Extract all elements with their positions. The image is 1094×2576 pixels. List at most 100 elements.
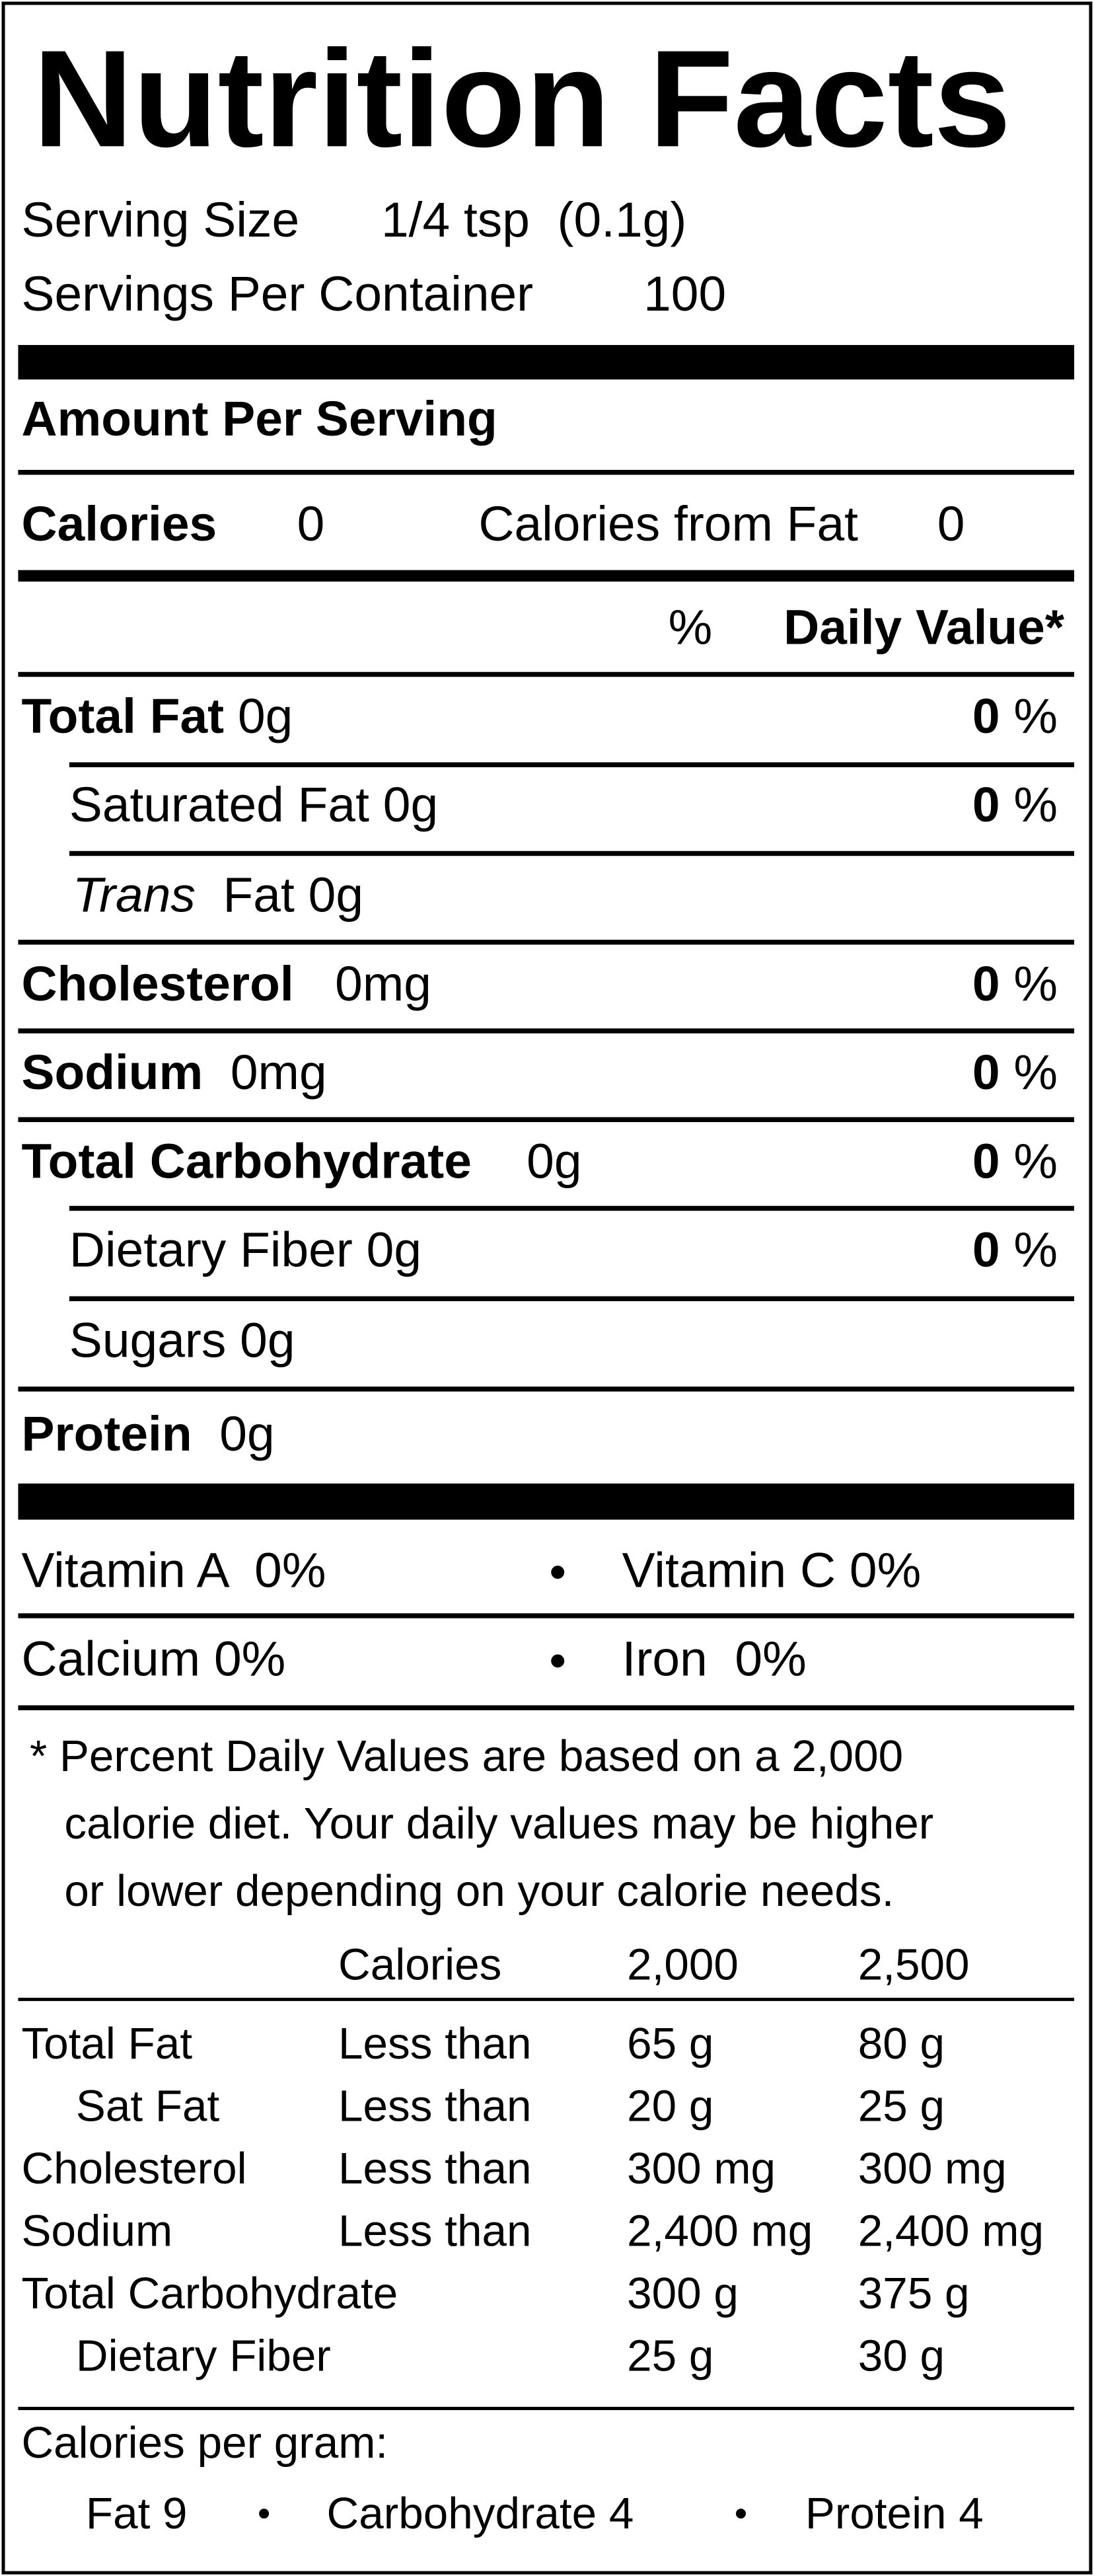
serving-size-value: 1/4 tsp (0.1g) xyxy=(381,194,687,248)
nutrient-row: Total Fat 0g xyxy=(21,685,293,751)
serving-size-label: Serving Size xyxy=(21,194,300,248)
ref-cell: 65 g xyxy=(627,2019,714,2068)
nutrient-amount: 0g xyxy=(366,1224,422,1279)
calories-per-gram-item: Protein 4 xyxy=(805,2489,984,2538)
bullet xyxy=(735,2509,746,2519)
ref-header: 2,500 xyxy=(857,1940,970,1990)
divider xyxy=(18,1613,1075,1618)
nutrient-row: Trans Fat 0g xyxy=(73,864,363,930)
vitamin-value: 0% xyxy=(849,1544,922,1599)
nutrient-row: Sugars 0g xyxy=(69,1309,295,1375)
ref-cell: 20 g xyxy=(627,2081,714,2131)
nutrient-dv: 0 % xyxy=(972,1219,1058,1285)
nutrient-amount: 0g xyxy=(383,778,439,833)
nutrient-name-italic: Trans xyxy=(72,869,196,924)
dv-value: 0 xyxy=(972,1224,1000,1279)
divider xyxy=(18,2406,1075,2410)
vitamin: Iron 0% xyxy=(622,1628,807,1694)
nutrient-row: Sodium 0mg xyxy=(21,1042,326,1107)
nutrient-amount: 0g xyxy=(308,869,364,924)
vitamin: Vitamin A 0% xyxy=(21,1539,326,1605)
nutrient-name: Fat xyxy=(223,869,295,924)
vitamin: Calcium 0% xyxy=(21,1628,285,1694)
ref-cell: 2,400 mg xyxy=(857,2206,1044,2256)
ref-cell: Less than xyxy=(338,2206,532,2256)
bullet xyxy=(551,1654,565,1668)
dv-value: 0 xyxy=(972,1135,1000,1190)
footnote-line: calorie diet. Your daily values may be h… xyxy=(64,1799,934,1848)
ref-cell: Sodium xyxy=(21,2206,173,2256)
calories-label: Calories xyxy=(21,498,217,552)
ref-cell: Cholesterol xyxy=(21,2144,247,2193)
ref-cell: 30 g xyxy=(857,2331,945,2381)
dv-unit: % xyxy=(1013,1224,1058,1279)
servings-value: 100 xyxy=(643,268,727,322)
ref-cell: Total Fat xyxy=(21,2019,193,2068)
ref-cell: 25 g xyxy=(857,2081,945,2131)
divider xyxy=(18,469,1075,475)
ref-cell: Sat Fat xyxy=(75,2081,220,2131)
nutrient-dv: 0 % xyxy=(972,1130,1058,1195)
nutrient-dv: 0 % xyxy=(972,953,1058,1018)
ref-cell: Less than xyxy=(338,2144,532,2193)
nutrient-dv: 0 % xyxy=(972,774,1058,839)
bullet xyxy=(551,1566,565,1579)
ref-cell: Total Carbohydrate xyxy=(21,2269,398,2318)
divider xyxy=(69,1296,1075,1301)
ref-cell: 375 g xyxy=(857,2269,970,2318)
nutrient-row: Cholesterol 0mg xyxy=(21,953,431,1018)
vitamin-value: 0% xyxy=(735,1633,807,1688)
ref-cell: 300 mg xyxy=(857,2144,1007,2193)
dv-unit: % xyxy=(1013,1046,1058,1101)
calories-per-gram-item: Carbohydrate 4 xyxy=(326,2489,634,2538)
dv-header: Daily Value* xyxy=(784,601,1065,656)
ref-cell: 300 g xyxy=(627,2269,739,2318)
nutrient-row: Dietary Fiber 0g xyxy=(69,1219,421,1285)
nutrient-name: Total Carbohydrate xyxy=(21,1135,472,1190)
nutrient-row: Total Carbohydrate 0g xyxy=(21,1130,581,1195)
calories-value: 0 xyxy=(297,498,325,552)
divider xyxy=(69,1205,1075,1211)
servings-label: Servings Per Container xyxy=(21,268,534,322)
ref-cell: 25 g xyxy=(627,2331,714,2381)
nutrient-amount: 0g xyxy=(240,1314,295,1369)
nutrient-name: Sugars xyxy=(69,1314,227,1369)
amount-per-serving: Amount Per Serving xyxy=(21,393,497,447)
dv-value: 0 xyxy=(972,1046,1000,1101)
ref-cell: 300 mg xyxy=(627,2144,776,2193)
vitamin-value: 0% xyxy=(213,1633,286,1688)
ref-cell: Less than xyxy=(338,2081,532,2131)
dv-value: 0 xyxy=(972,778,1000,833)
divider xyxy=(18,1705,1075,1710)
title: Nutrition Facts xyxy=(32,21,1011,176)
ref-cell: Dietary Fiber xyxy=(75,2331,331,2381)
vitamin-value: 0% xyxy=(254,1544,326,1599)
divider xyxy=(18,570,1075,582)
dv-unit: % xyxy=(1013,690,1058,745)
divider xyxy=(18,1386,1075,1392)
vitamin-name: Calcium xyxy=(21,1633,201,1688)
nutrient-name: Cholesterol xyxy=(21,958,294,1012)
dv-unit: % xyxy=(1013,778,1058,833)
nutrient-amount: 0g xyxy=(527,1135,582,1190)
nutrient-name: Total Fat xyxy=(21,690,225,745)
nutrient-name: Dietary Fiber xyxy=(69,1224,353,1279)
nutrient-row: Protein 0g xyxy=(21,1403,274,1468)
nutrient-amount: 0mg xyxy=(335,958,431,1012)
dv-value: 0 xyxy=(972,958,1000,1012)
dv-unit: % xyxy=(1013,1135,1058,1190)
bullet xyxy=(259,2509,270,2519)
calories-per-gram-label: Calories per gram: xyxy=(21,2418,388,2468)
vitamin: Vitamin C 0% xyxy=(622,1539,922,1605)
ref-cell: 2,400 mg xyxy=(627,2206,813,2256)
nutrient-amount: 0g xyxy=(219,1408,275,1462)
vitamin-name: Iron xyxy=(622,1633,708,1688)
divider xyxy=(69,762,1075,767)
calories-fat-value: 0 xyxy=(937,498,965,552)
nutrient-dv: 0 % xyxy=(972,1042,1058,1107)
divider xyxy=(18,671,1075,677)
divider xyxy=(18,1997,1075,2001)
calories-per-gram-item: Fat 9 xyxy=(85,2489,188,2538)
